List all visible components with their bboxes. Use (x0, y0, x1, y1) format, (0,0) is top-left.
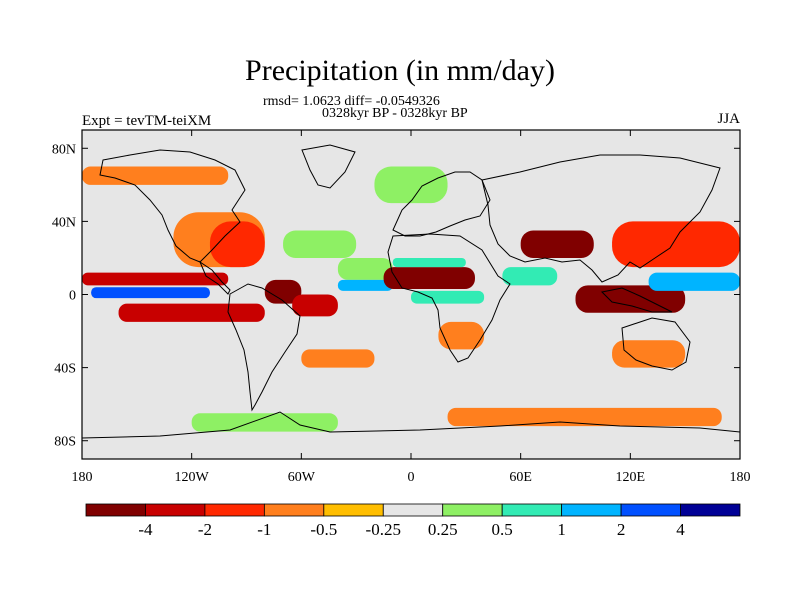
anomaly-region-0 (82, 272, 229, 286)
lat-tick-label-3: 40S (54, 362, 76, 377)
coastline-layer (82, 144, 740, 439)
anomaly-region-5 (264, 279, 302, 304)
anomaly-region-2 (118, 303, 265, 322)
lon-tick-label-0: 180 (72, 470, 93, 485)
anomaly-region-10 (383, 267, 475, 290)
colorbar-label-7: 1 (557, 520, 566, 539)
lon-axis: 180 120W 60W 0 60E 120E 180 (72, 130, 751, 485)
colorbar-label-2: -1 (257, 520, 271, 539)
colorbar-swatch-5 (382, 503, 444, 517)
experiment-label: Expt = tevTM-teiXM (82, 113, 212, 129)
colorbar-label-6: 0.5 (492, 520, 513, 539)
colorbar-label-3: -0.5 (310, 520, 337, 539)
coastline-central-america (198, 260, 231, 295)
anomaly-region-12 (411, 290, 485, 304)
colorbar-swatch-4 (323, 503, 384, 517)
colorbar-label-8: 2 (617, 520, 626, 539)
anomaly-region-11 (392, 257, 466, 268)
anomaly-region-20 (191, 413, 338, 432)
lat-tick-label-1: 40N (52, 215, 76, 230)
anomaly-region-4 (209, 221, 265, 268)
lon-tick-label-4: 60E (509, 470, 532, 485)
anomaly-region-19 (612, 340, 686, 368)
coastline-australia (621, 317, 691, 371)
lon-tick-label-1: 120W (175, 470, 210, 485)
colorbar-label-4: -0.25 (366, 520, 401, 539)
colorbar-label-0: -4 (138, 520, 153, 539)
colorbar-swatch-1 (145, 503, 206, 517)
anomaly-region-23 (82, 166, 229, 185)
anomaly-region-1 (91, 287, 210, 299)
coastline-greenland (301, 144, 356, 189)
stats-line: rmsd= 1.0623 diff= -0.0549326 (263, 94, 440, 109)
lat-tick-label-4: 80S (54, 435, 76, 450)
colorbar-label-1: -2 (198, 520, 212, 539)
colorbar-swatch-10 (680, 503, 741, 517)
colorbar: -4 -2 -1 -0.5 -0.25 0.25 0.5 1 2 4 (85, 503, 741, 539)
coastline-africa (387, 233, 511, 363)
lat-axis: 80N 40N 0 40S 80S (52, 142, 740, 450)
anomaly-region-13 (438, 321, 485, 350)
anomaly-region-14 (520, 230, 594, 258)
season-label: JJA (717, 111, 740, 127)
anomaly-region-17 (648, 272, 740, 291)
lon-tick-label-6: 180 (730, 470, 751, 485)
lon-tick-label-5: 120E (616, 470, 646, 485)
coastline-north-america (99, 149, 246, 263)
coastline-antarctica (82, 411, 740, 439)
colorbar-swatch-2 (204, 503, 265, 517)
colorbar-swatch-0 (85, 503, 146, 517)
anomaly-region-18 (612, 221, 740, 268)
coastline-south-america (227, 283, 301, 412)
anomaly-region-22 (374, 166, 448, 204)
colorbar-swatch-8 (561, 503, 622, 517)
lat-tick-label-0: 80N (52, 142, 76, 157)
anomaly-region-15 (502, 267, 558, 286)
lon-tick-label-2: 60W (288, 470, 316, 485)
anomaly-layer (82, 166, 740, 432)
colorbar-swatch-7 (501, 503, 563, 517)
anomaly-region-6 (292, 294, 338, 317)
colorbar-swatch-6 (442, 503, 503, 517)
anomaly-region-9 (337, 279, 393, 291)
chart-title: Precipitation (in mm/day) (245, 54, 555, 87)
period-line: 0328kyr BP - 0328kyr BP (322, 106, 468, 121)
coastline-maritime-continent (600, 287, 673, 313)
lon-tick-label-3: 0 (408, 470, 415, 485)
colorbar-label-9: 4 (676, 520, 685, 539)
anomaly-region-21 (447, 407, 722, 427)
anomaly-region-24 (301, 349, 375, 368)
lat-tick-label-2: 0 (69, 289, 76, 304)
anomaly-region-8 (337, 257, 393, 280)
anomaly-region-7 (283, 230, 357, 258)
colorbar-swatch-9 (620, 503, 681, 517)
colorbar-label-5: 0.25 (428, 520, 458, 539)
coastline-asia (481, 154, 721, 283)
colorbar-swatch-3 (263, 503, 325, 517)
